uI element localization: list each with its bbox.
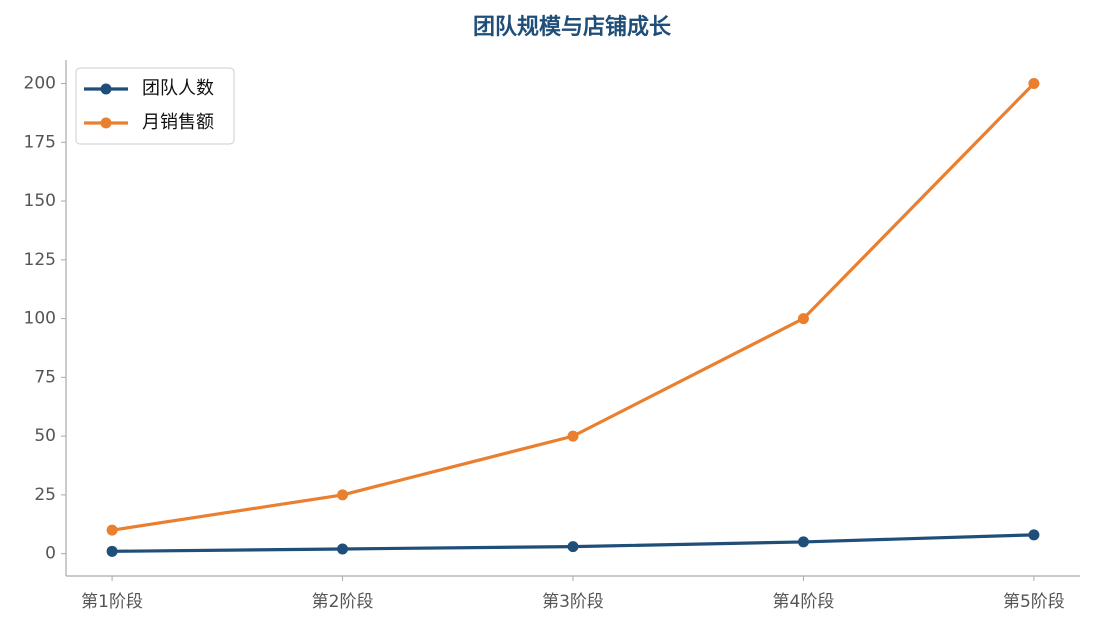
data-point: [337, 489, 349, 501]
y-tick-label: 25: [34, 485, 56, 505]
data-point: [106, 545, 118, 557]
y-tick-label: 175: [24, 132, 56, 152]
y-tick-label: 0: [45, 544, 56, 564]
chart-title: 团队规模与店铺成长: [473, 14, 672, 40]
data-point: [567, 541, 579, 553]
legend-label: 团队人数: [142, 78, 214, 99]
y-tick-label: 100: [24, 309, 56, 329]
data-point: [337, 543, 349, 555]
data-point: [106, 524, 118, 536]
legend-marker: [100, 83, 112, 95]
y-tick-label: 200: [24, 74, 56, 94]
x-tick-label: 第1阶段: [81, 592, 143, 612]
y-tick-label: 150: [24, 191, 56, 211]
data-point: [797, 313, 809, 325]
data-point: [797, 536, 809, 548]
x-tick-label: 第4阶段: [773, 592, 835, 612]
data-point: [1028, 78, 1040, 90]
y-tick-label: 50: [34, 426, 56, 446]
y-tick-label: 125: [24, 250, 56, 270]
x-tick-label: 第5阶段: [1003, 592, 1065, 612]
data-point: [1028, 529, 1040, 541]
x-tick-label: 第3阶段: [542, 592, 604, 612]
legend-label: 月销售额: [142, 112, 214, 133]
y-tick-label: 75: [34, 367, 56, 387]
data-point: [567, 430, 579, 442]
legend-marker: [100, 117, 112, 129]
x-tick-label: 第2阶段: [312, 592, 374, 612]
series-line: [111, 82, 1036, 532]
legend-box: [75, 67, 235, 145]
